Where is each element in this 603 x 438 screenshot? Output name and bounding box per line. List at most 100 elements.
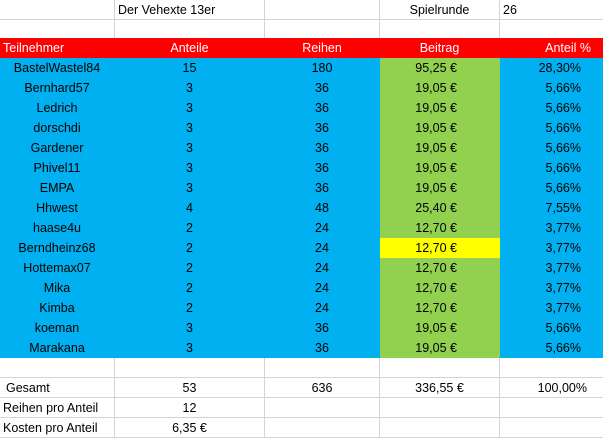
- reihen-cell[interactable]: 36: [265, 178, 380, 198]
- reihen-cell[interactable]: 36: [265, 338, 380, 358]
- totals-label[interactable]: Gesamt: [0, 378, 115, 398]
- beitrag-cell[interactable]: 19,05 €: [380, 318, 500, 338]
- participant-name[interactable]: Ledrich: [0, 98, 115, 118]
- cell-empty[interactable]: [115, 358, 265, 378]
- participant-name[interactable]: koeman: [0, 318, 115, 338]
- beitrag-cell[interactable]: 12,70 €: [380, 258, 500, 278]
- reihen-cell[interactable]: 180: [265, 58, 380, 78]
- beitrag-cell[interactable]: 12,70 €: [380, 218, 500, 238]
- beitrag-cell[interactable]: 95,25 €: [380, 58, 500, 78]
- reihen-cell[interactable]: 24: [265, 258, 380, 278]
- beitrag-cell[interactable]: 12,70 €: [380, 238, 500, 258]
- cell-empty[interactable]: [0, 0, 115, 20]
- reihen-pro-anteil-value[interactable]: 12: [115, 398, 265, 418]
- reihen-cell[interactable]: 36: [265, 98, 380, 118]
- anteil-pct-cell[interactable]: 5,66%: [500, 338, 603, 358]
- participant-name[interactable]: Hhwest: [0, 198, 115, 218]
- sheet-title[interactable]: Der Vehexte 13er: [115, 0, 265, 20]
- cell-empty[interactable]: [265, 358, 380, 378]
- cell-empty[interactable]: [500, 20, 603, 40]
- participant-name[interactable]: haase4u: [0, 218, 115, 238]
- header-anteile[interactable]: Anteile: [115, 38, 265, 58]
- anteil-pct-cell[interactable]: 5,66%: [500, 98, 603, 118]
- cell-empty[interactable]: [380, 418, 500, 438]
- reihen-cell[interactable]: 24: [265, 238, 380, 258]
- participant-name[interactable]: EMPA: [0, 178, 115, 198]
- participant-name[interactable]: Berndheinz68: [0, 238, 115, 258]
- participant-name[interactable]: Bernhard57: [0, 78, 115, 98]
- anteile-cell[interactable]: 2: [115, 218, 265, 238]
- beitrag-cell[interactable]: 19,05 €: [380, 178, 500, 198]
- beitrag-cell[interactable]: 19,05 €: [380, 158, 500, 178]
- anteil-pct-cell[interactable]: 5,66%: [500, 178, 603, 198]
- participant-name[interactable]: Kimba: [0, 298, 115, 318]
- beitrag-cell[interactable]: 25,40 €: [380, 198, 500, 218]
- totals-beitrag[interactable]: 336,55 €: [380, 378, 500, 398]
- anteil-pct-cell[interactable]: 3,77%: [500, 278, 603, 298]
- kosten-pro-anteil-label[interactable]: Kosten pro Anteil: [0, 418, 115, 438]
- spielrunde-label[interactable]: Spielrunde: [380, 0, 500, 20]
- anteil-pct-cell[interactable]: 28,30%: [500, 58, 603, 78]
- cell-empty[interactable]: [500, 398, 603, 418]
- reihen-cell[interactable]: 24: [265, 278, 380, 298]
- participant-name[interactable]: Phivel11: [0, 158, 115, 178]
- cell-empty[interactable]: [265, 0, 380, 20]
- cell-empty[interactable]: [0, 20, 115, 40]
- header-teilnehmer[interactable]: Teilnehmer: [0, 38, 115, 58]
- participant-name[interactable]: BastelWastel84: [0, 58, 115, 78]
- anteil-pct-cell[interactable]: 5,66%: [500, 318, 603, 338]
- anteil-pct-cell[interactable]: 5,66%: [500, 78, 603, 98]
- cell-empty[interactable]: [500, 418, 603, 438]
- cell-empty[interactable]: [380, 358, 500, 378]
- cell-empty[interactable]: [265, 418, 380, 438]
- participant-name[interactable]: Mika: [0, 278, 115, 298]
- anteile-cell[interactable]: 4: [115, 198, 265, 218]
- beitrag-cell[interactable]: 12,70 €: [380, 298, 500, 318]
- cell-empty[interactable]: [0, 358, 115, 378]
- anteile-cell[interactable]: 3: [115, 178, 265, 198]
- anteile-cell[interactable]: 3: [115, 118, 265, 138]
- header-beitrag[interactable]: Beitrag: [380, 38, 500, 58]
- anteile-cell[interactable]: 2: [115, 258, 265, 278]
- participant-name[interactable]: Gardener: [0, 138, 115, 158]
- anteile-cell[interactable]: 2: [115, 238, 265, 258]
- totals-anteile[interactable]: 53: [115, 378, 265, 398]
- reihen-cell[interactable]: 36: [265, 78, 380, 98]
- beitrag-cell[interactable]: 19,05 €: [380, 138, 500, 158]
- anteile-cell[interactable]: 3: [115, 318, 265, 338]
- cell-empty[interactable]: [380, 398, 500, 418]
- cell-empty[interactable]: [500, 358, 603, 378]
- totals-anteil-pct[interactable]: 100,00%: [500, 378, 603, 398]
- anteile-cell[interactable]: 3: [115, 78, 265, 98]
- kosten-pro-anteil-value[interactable]: 6,35 €: [115, 418, 265, 438]
- beitrag-cell[interactable]: 19,05 €: [380, 338, 500, 358]
- cell-empty[interactable]: [265, 20, 380, 40]
- beitrag-cell[interactable]: 12,70 €: [380, 278, 500, 298]
- anteile-cell[interactable]: 3: [115, 158, 265, 178]
- participant-name[interactable]: Marakana: [0, 338, 115, 358]
- reihen-cell[interactable]: 24: [265, 298, 380, 318]
- cell-empty[interactable]: [380, 20, 500, 40]
- participant-name[interactable]: Hottemax07: [0, 258, 115, 278]
- reihen-cell[interactable]: 36: [265, 158, 380, 178]
- reihen-pro-anteil-label[interactable]: Reihen pro Anteil: [0, 398, 115, 418]
- anteile-cell[interactable]: 3: [115, 98, 265, 118]
- reihen-cell[interactable]: 24: [265, 218, 380, 238]
- reihen-cell[interactable]: 36: [265, 138, 380, 158]
- anteile-cell[interactable]: 3: [115, 338, 265, 358]
- anteile-cell[interactable]: 2: [115, 298, 265, 318]
- participant-name[interactable]: dorschdi: [0, 118, 115, 138]
- reihen-cell[interactable]: 36: [265, 318, 380, 338]
- anteil-pct-cell[interactable]: 7,55%: [500, 198, 603, 218]
- totals-reihen[interactable]: 636: [265, 378, 380, 398]
- beitrag-cell[interactable]: 19,05 €: [380, 78, 500, 98]
- anteil-pct-cell[interactable]: 3,77%: [500, 258, 603, 278]
- reihen-cell[interactable]: 36: [265, 118, 380, 138]
- anteile-cell[interactable]: 2: [115, 278, 265, 298]
- beitrag-cell[interactable]: 19,05 €: [380, 98, 500, 118]
- spielrunde-value[interactable]: 26: [500, 0, 603, 20]
- anteile-cell[interactable]: 3: [115, 138, 265, 158]
- anteil-pct-cell[interactable]: 3,77%: [500, 238, 603, 258]
- anteile-cell[interactable]: 15: [115, 58, 265, 78]
- anteil-pct-cell[interactable]: 3,77%: [500, 218, 603, 238]
